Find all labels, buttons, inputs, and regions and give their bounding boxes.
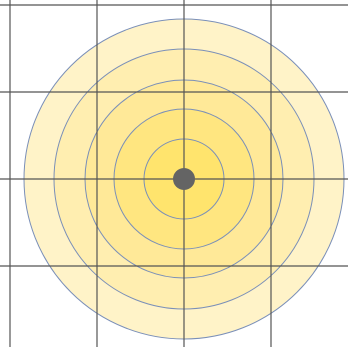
location-dot-icon[interactable] xyxy=(173,168,195,190)
